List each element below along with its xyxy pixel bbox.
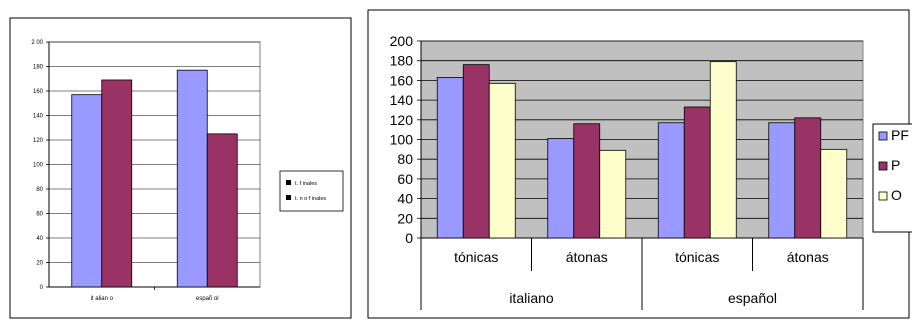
legend xyxy=(872,123,912,233)
y-tick-label: 160 xyxy=(33,89,44,95)
legend-label: t. n o f inales xyxy=(295,196,326,202)
bar xyxy=(794,117,822,239)
group-label: italiano xyxy=(509,290,554,306)
legend-swatch xyxy=(286,195,291,200)
y-tick-label: 20 xyxy=(36,261,43,267)
legend xyxy=(279,170,344,212)
legend-swatch xyxy=(878,161,888,171)
y-tick-label: 20 xyxy=(397,210,413,226)
y-tick-label: 120 xyxy=(33,138,44,144)
y-tick-label: 140 xyxy=(33,114,44,120)
y-tick-label: 160 xyxy=(390,72,414,88)
x-tick-label: tónicas xyxy=(454,249,498,265)
y-tick-label: 2 00 xyxy=(31,40,43,46)
legend-label: t. f inales xyxy=(295,181,317,187)
y-tick-label: 80 xyxy=(397,151,413,167)
y-tick-label: 60 xyxy=(397,171,413,187)
bar xyxy=(101,79,133,288)
x-tick-label: átonas xyxy=(566,249,608,265)
bar xyxy=(709,61,737,239)
y-tick-label: 180 xyxy=(390,53,414,69)
x-tick-label: españ ol xyxy=(196,296,219,302)
y-tick-label: 100 xyxy=(33,163,44,169)
y-tick-label: 60 xyxy=(36,212,43,218)
legend-swatch xyxy=(286,180,291,185)
y-tick-label: 200 xyxy=(390,33,414,49)
bar xyxy=(71,94,103,288)
bar xyxy=(488,82,516,239)
chart-2: 0 20 40 60 80 100 120 140 160 180 200 tónicas átonas… xyxy=(390,33,912,310)
legend-swatch xyxy=(878,131,888,141)
x-tick-label: it alian o xyxy=(91,296,114,302)
bar xyxy=(573,123,601,239)
bar xyxy=(206,133,238,288)
x-tick-label: átonas xyxy=(787,249,829,265)
bar xyxy=(683,106,711,239)
y-tick-label: 40 xyxy=(397,191,413,207)
y-tick-label: 100 xyxy=(390,132,414,148)
y-tick-label: 0 xyxy=(405,230,413,246)
x-tick-label: tónicas xyxy=(675,249,719,265)
legend-swatch xyxy=(878,191,888,201)
y-tick-label: 180 xyxy=(33,65,44,71)
bar xyxy=(820,148,848,239)
y-tick-label: 120 xyxy=(390,112,414,128)
bar xyxy=(657,122,685,239)
bar xyxy=(599,149,627,239)
y-tick-label: 140 xyxy=(390,92,414,108)
y-tick-label: 40 xyxy=(36,236,43,242)
bar xyxy=(436,77,464,239)
bar xyxy=(176,69,208,288)
group-label: español xyxy=(728,290,777,306)
bar xyxy=(768,122,796,239)
legend-label: P xyxy=(891,157,900,173)
legend-label: PF xyxy=(891,127,909,143)
chart-1: 0 20 40 60 80 100 120 140 160 180 2 00 it alian o es… xyxy=(31,40,344,302)
bar xyxy=(547,138,575,239)
y-tick-label: 0 xyxy=(40,285,44,291)
bar xyxy=(462,64,490,239)
y-tick-label: 80 xyxy=(36,187,43,193)
legend-label: O xyxy=(891,187,902,203)
